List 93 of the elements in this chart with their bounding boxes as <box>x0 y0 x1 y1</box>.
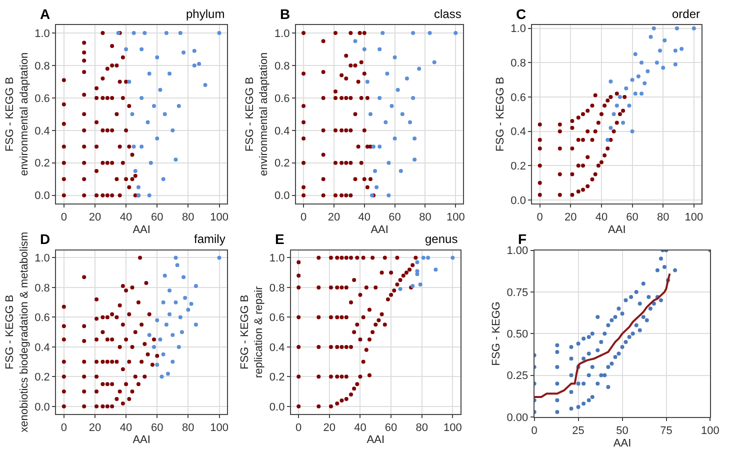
y-tick-label: 1.00 <box>506 245 528 258</box>
x-tick-label: 80 <box>182 212 194 224</box>
chart-title: D <box>40 231 50 247</box>
x-tick-label: 50 <box>616 425 628 438</box>
x-tick-label: 0 <box>300 212 307 224</box>
x-tick-label: 100 <box>210 422 228 434</box>
y-axis-title: FSG - KEGG <box>490 302 502 366</box>
y-tick-label: 0.00 <box>506 412 528 424</box>
y-tick-label: 0.0 <box>510 194 526 207</box>
y-tick-label: 0.4 <box>269 342 285 354</box>
x-tick-label: 80 <box>182 422 194 434</box>
y-tick-label: 0.8 <box>274 60 290 72</box>
y-tick-label: 0.6 <box>34 92 50 105</box>
x-tick-label: 20 <box>564 212 577 224</box>
chart-title: A <box>40 6 50 22</box>
y-tick-label: 0.4 <box>274 125 290 138</box>
y-tick-label: 0.2 <box>510 160 526 173</box>
x-tick-label: 20 <box>88 212 102 224</box>
x-axis-title: AAI <box>132 434 150 446</box>
y-tick-label: 0.75 <box>506 286 528 299</box>
x-axis-title: AAI <box>366 434 385 446</box>
y-tick-label: 0.2 <box>274 158 290 170</box>
chart-title: C <box>516 6 526 22</box>
x-axis-title: AAI <box>370 224 388 236</box>
y-tick-label: 1.0 <box>34 28 50 40</box>
y-tick-label: 1.0 <box>274 28 290 40</box>
x-tick-label: 20 <box>88 422 102 434</box>
y-tick-label: 0.50 <box>506 328 528 340</box>
y-tick-label: 0.0 <box>269 401 285 414</box>
y-tick-label: 1.0 <box>34 252 50 265</box>
y-tick-label: 0.8 <box>34 282 50 294</box>
x-axis-title: AAI <box>608 224 626 236</box>
x-tick-label: 100 <box>443 422 462 434</box>
y-tick-label: 0.8 <box>510 58 526 70</box>
chart-subtitle: family <box>194 232 226 246</box>
chart-subtitle: phylum <box>186 7 225 21</box>
x-tick-label: 60 <box>384 422 398 434</box>
chart-title: F <box>518 231 527 247</box>
y-axis-title: FSG - KEGG B <box>494 76 506 152</box>
x-tick-label: 0 <box>296 422 302 434</box>
y-tick-label: 0.2 <box>34 158 50 170</box>
x-tick-label: 60 <box>388 212 401 224</box>
chart-title: E <box>275 231 284 247</box>
x-tick-label: 0 <box>60 422 67 434</box>
x-tick-label: 40 <box>120 212 132 224</box>
y-axis-title: FSG - KEGG B environmental adaptation <box>4 52 30 176</box>
y-axis-title: FSG - KEGG B environmental adaptation <box>244 52 270 176</box>
x-axis-title: AAI <box>132 224 150 236</box>
y-tick-label: 0.4 <box>34 125 50 138</box>
y-tick-label: 0.0 <box>274 190 290 202</box>
x-tick-label: 60 <box>150 422 164 434</box>
y-tick-label: 0.6 <box>34 312 50 324</box>
chart-subtitle: class <box>434 7 462 21</box>
x-tick-label: 40 <box>354 422 366 434</box>
x-tick-label: 40 <box>595 212 608 224</box>
x-tick-label: 20 <box>323 422 336 434</box>
x-tick-label: 40 <box>120 422 132 434</box>
x-tick-label: 0 <box>536 212 543 224</box>
y-tick-label: 0.4 <box>34 342 50 354</box>
y-tick-label: 0.25 <box>506 370 528 382</box>
y-tick-label: 0.2 <box>269 372 285 384</box>
y-tick-label: 0.6 <box>274 92 290 105</box>
y-axis-title: FSG - KEGG B xenobiotics biodegradation & metabolism <box>4 232 30 432</box>
x-tick-label: 80 <box>419 212 432 224</box>
x-tick-label: 100 <box>684 212 704 224</box>
y-tick-label: 0.6 <box>269 312 285 324</box>
x-tick-label: 75 <box>660 425 672 438</box>
y-tick-label: 0.0 <box>34 401 50 414</box>
x-tick-label: 0 <box>531 425 538 438</box>
y-tick-label: 1.0 <box>510 23 526 36</box>
y-tick-label: 1.0 <box>269 252 285 265</box>
x-tick-label: 60 <box>626 212 638 224</box>
x-tick-label: 20 <box>328 212 340 224</box>
x-tick-label: 40 <box>358 212 371 224</box>
x-tick-label: 80 <box>656 212 670 224</box>
y-tick-label: 0.0 <box>34 190 50 202</box>
x-tick-label: 100 <box>446 212 465 224</box>
y-tick-label: 0.4 <box>510 126 526 138</box>
x-tick-label: 100 <box>701 425 720 438</box>
y-axis-title: FSG - KEGG B replication & repair <box>238 286 266 378</box>
x-tick-label: 0 <box>60 212 67 224</box>
x-tick-label: 80 <box>416 422 428 434</box>
y-tick-label: 0.2 <box>34 372 50 384</box>
y-tick-label: 0.6 <box>510 92 526 104</box>
x-tick-label: 60 <box>150 212 164 224</box>
y-tick-label: 0.8 <box>269 282 285 294</box>
x-axis-title: AAI <box>613 437 632 450</box>
chart-subtitle: order <box>672 7 700 21</box>
x-tick-label: 25 <box>572 425 584 438</box>
chart-title: B <box>280 6 290 22</box>
x-tick-label: 100 <box>210 212 228 224</box>
chart-subtitle: genus <box>425 232 458 246</box>
y-tick-label: 0.8 <box>34 60 50 72</box>
